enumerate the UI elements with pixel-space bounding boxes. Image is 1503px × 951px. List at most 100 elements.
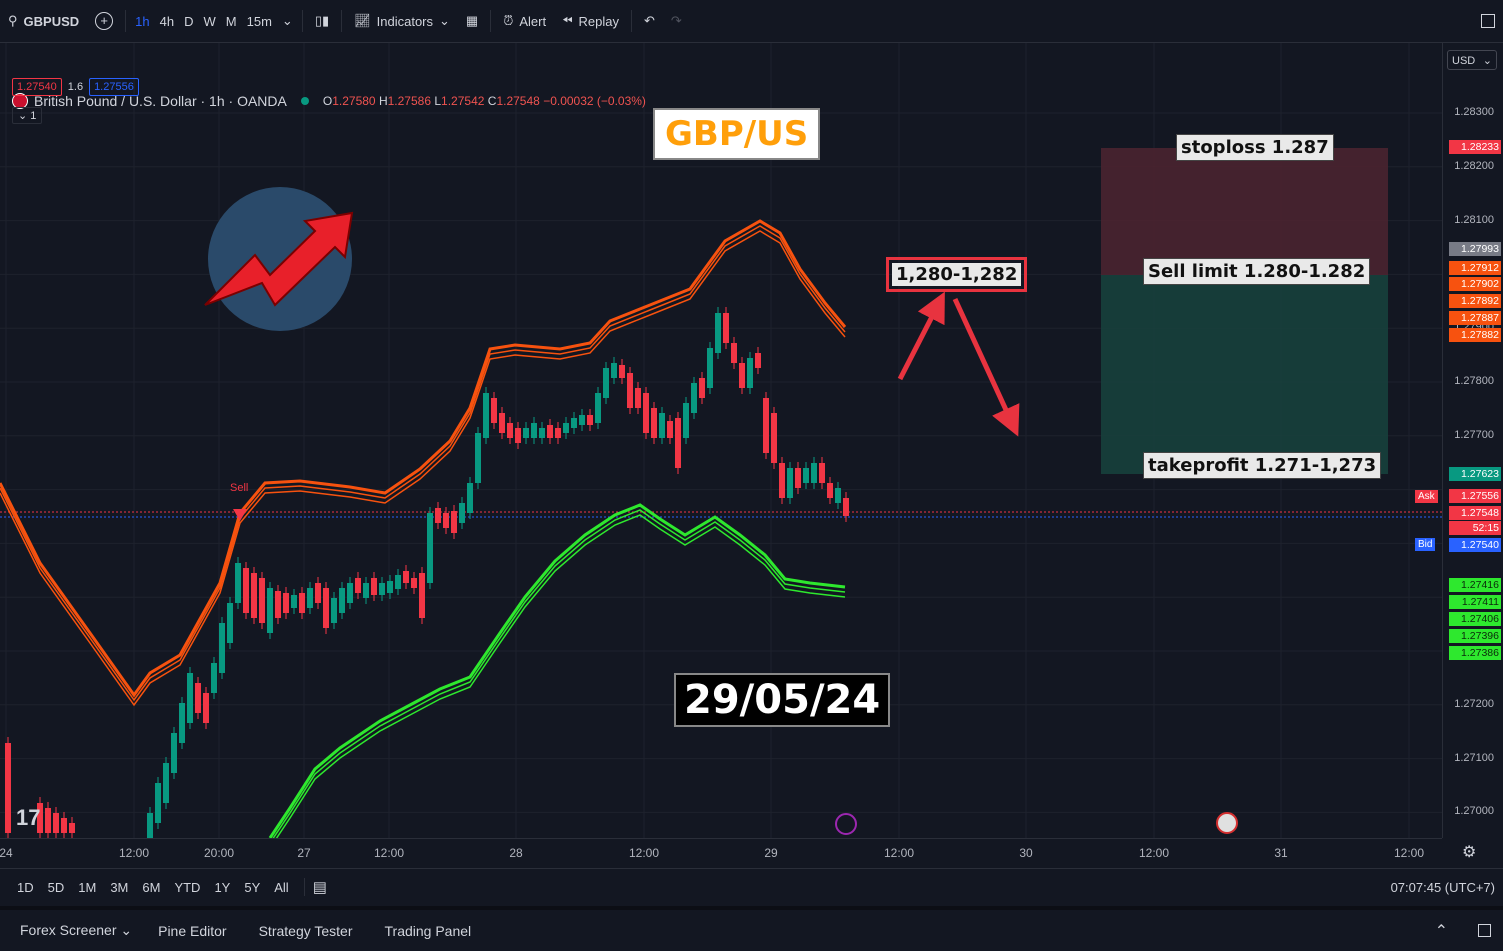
us-flag-event-icon[interactable]	[1216, 812, 1238, 834]
compare-button[interactable]: +	[87, 0, 121, 42]
price-tick: 1.28300	[1454, 106, 1494, 118]
chevron-down-icon[interactable]: ⌄	[281, 13, 293, 28]
stoploss-zone[interactable]	[1101, 148, 1388, 275]
chart-type-button[interactable]: ▯▮	[307, 0, 337, 42]
sell-button[interactable]: 1.27540	[12, 78, 62, 96]
settings-gear-button[interactable]: ⚙	[1462, 842, 1476, 862]
pair-title-label[interactable]: GBP/US	[653, 108, 821, 160]
price-label: 1.27912	[1449, 261, 1501, 275]
range-button[interactable]: 1D	[17, 879, 34, 895]
fullscreen-button[interactable]	[1473, 0, 1503, 42]
candle-body	[795, 468, 801, 488]
bid-tag: Bid	[1415, 538, 1436, 551]
range-button[interactable]: 6M	[142, 879, 161, 895]
legend-title[interactable]: British Pound / U.S. Dollar · 1h · OANDA	[34, 93, 287, 109]
timeframe-15m[interactable]: 15m	[246, 13, 272, 29]
date-label[interactable]: 29/05/24	[674, 673, 891, 727]
chevron-up-icon[interactable]: ⌃	[1434, 922, 1448, 940]
candle-body	[187, 673, 193, 723]
price-label: 1.27396	[1449, 629, 1501, 643]
clock-display[interactable]: 07:07:45 (UTC+7)	[1390, 879, 1495, 895]
undo-button[interactable]: ↶	[636, 0, 663, 42]
candle-body	[635, 388, 641, 408]
chart-pane[interactable]: 17 British Pound / U.S. Dollar · 1h · OA…	[0, 43, 1442, 838]
divider	[490, 10, 492, 32]
layouts-button[interactable]: ▦	[458, 0, 486, 42]
price-scale[interactable]: USD ⌄ 1.283001.282001.281001.279001.2780…	[1415, 43, 1503, 838]
timeframe-w[interactable]: W	[203, 13, 216, 29]
indicators-button[interactable]: 📈︎ Indicators ⌄	[346, 0, 458, 42]
search-icon: ⚲	[8, 13, 18, 28]
chevron-down-icon: ⌄	[18, 110, 28, 122]
candle-body	[747, 358, 753, 388]
panel-strategy-tester[interactable]: Strategy Tester	[258, 922, 353, 939]
market-status-dot	[300, 97, 309, 105]
alert-button[interactable]: ⏰︎ Alert	[495, 0, 554, 42]
symbol-search[interactable]: ⚲ GBPUSD	[0, 0, 87, 42]
candle-body	[411, 578, 417, 588]
buy-button[interactable]: 1.27556	[89, 78, 139, 96]
top-toolbar: ⚲ GBPUSD + 1h 4h D W M 15m ⌄ ▯▮ 📈︎ Indic…	[0, 0, 1503, 43]
candle-body	[475, 433, 481, 483]
range-button[interactable]: 1Y	[214, 879, 231, 895]
candle-body	[283, 593, 289, 613]
candle-body	[643, 393, 649, 433]
indicators-toggle[interactable]: ⌄ 1	[12, 107, 43, 124]
candle-body	[491, 398, 497, 423]
stoploss-label[interactable]: stoploss 1.287	[1176, 134, 1334, 161]
candle-body	[267, 588, 273, 633]
time-tick: 30	[1019, 846, 1033, 860]
candle-body	[523, 428, 529, 438]
time-scale[interactable]: 24 12:00 20:00 27 12:00 28 12:00 29 12:00 30 12:00…	[0, 838, 1442, 869]
price-label: 1.27623	[1449, 467, 1501, 481]
range-button[interactable]: All	[274, 879, 289, 895]
currency-selector[interactable]: USD ⌄	[1447, 50, 1497, 70]
flag-icon	[12, 93, 28, 109]
candle-body	[243, 568, 249, 613]
range-button[interactable]: 3M	[110, 879, 129, 895]
takeprofit-zone[interactable]	[1101, 275, 1388, 474]
range-button[interactable]: 5D	[47, 879, 65, 895]
redo-button[interactable]: ↷	[663, 0, 690, 42]
candle-body	[467, 483, 473, 513]
takeprofit-label[interactable]: takeprofit 1.271-1,273	[1143, 452, 1382, 479]
sell-limit-label[interactable]: Sell limit 1.280-1.282	[1143, 258, 1371, 285]
price-tick: 1.28200	[1454, 159, 1494, 172]
price-chart: 17	[0, 43, 1442, 838]
zone-label-box[interactable]: 1,280-1,282	[886, 257, 1028, 292]
timeframe-4h[interactable]: 4h	[159, 13, 175, 29]
timeframe-d[interactable]: D	[184, 13, 194, 29]
panel-trading-panel[interactable]: Trading Panel	[384, 922, 472, 939]
candle-body	[515, 428, 521, 443]
tradingview-logo-icon[interactable]: 17	[16, 805, 40, 830]
price-tick: 1.27200	[1454, 697, 1494, 710]
price-tick: 1.27100	[1454, 751, 1494, 764]
maximize-icon[interactable]	[1478, 924, 1491, 937]
sell-marker[interactable]	[233, 509, 247, 521]
timeframe-1h[interactable]: 1h	[135, 13, 150, 29]
time-tick: 12:00	[883, 846, 915, 860]
timeframe-m[interactable]: M	[225, 13, 237, 29]
quick-trade-bar: 1.27540 1.6 1.27556	[12, 78, 139, 96]
replay-button[interactable]: ⏪︎ Replay	[554, 0, 627, 42]
grid-icon: ▦	[465, 13, 479, 28]
price-label: 1.27993	[1449, 242, 1501, 256]
time-tick: 28	[509, 846, 523, 860]
candle-body	[547, 425, 553, 438]
time-tick: 27	[297, 846, 311, 860]
lightning-event-icon[interactable]	[835, 813, 857, 835]
calendar-range-icon[interactable]: ▤	[312, 879, 327, 896]
up-arrow-annotation[interactable]	[897, 291, 945, 381]
panel-pine-editor[interactable]: Pine Editor	[158, 922, 227, 939]
candle-body	[371, 578, 377, 595]
candle-body	[723, 313, 729, 343]
spread-value: 1.6	[67, 81, 84, 93]
range-button[interactable]: 1M	[78, 879, 97, 895]
candle-body	[219, 623, 225, 673]
candle-body	[443, 513, 449, 528]
panel-forex-screener[interactable]: Forex Screener ⌄	[20, 922, 132, 939]
range-button[interactable]: YTD	[174, 879, 201, 895]
down-arrow-annotation[interactable]	[952, 297, 1020, 437]
range-button[interactable]: 5Y	[244, 879, 261, 895]
candle-body	[667, 421, 673, 438]
